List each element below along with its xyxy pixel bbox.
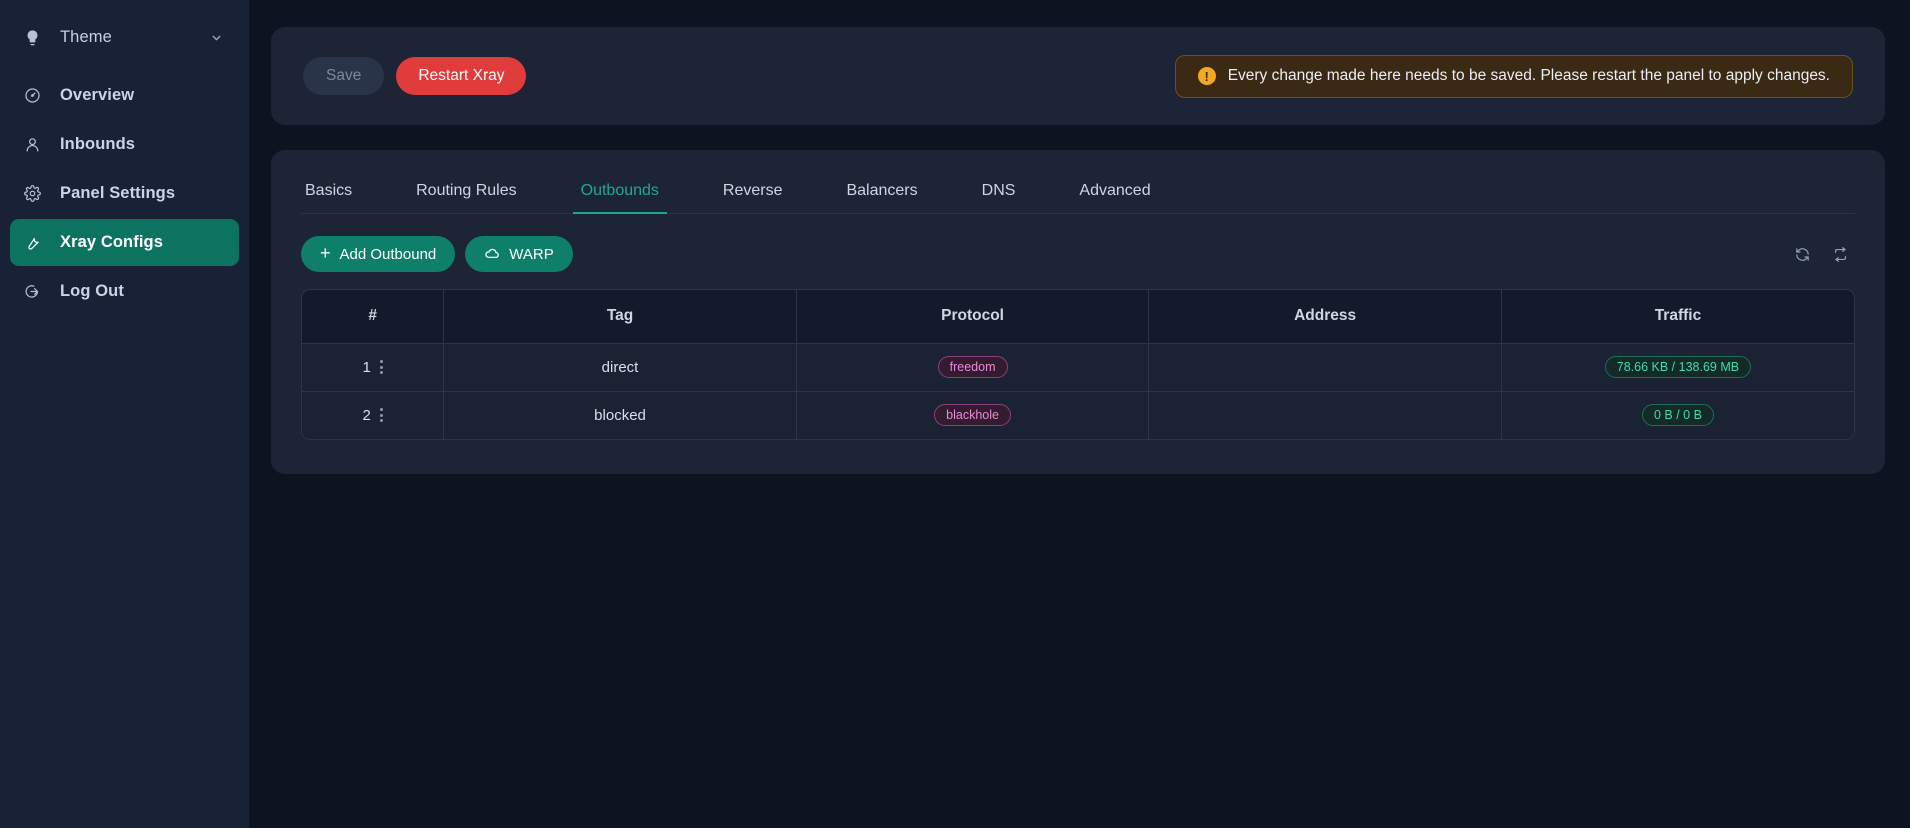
- gear-icon: [24, 185, 50, 202]
- alert-text: Every change made here needs to be saved…: [1227, 67, 1830, 84]
- sidebar-item-label: Overview: [60, 86, 135, 104]
- outbounds-action-row: + Add Outbound WARP: [301, 236, 1855, 272]
- sidebar-item-label: Inbounds: [60, 135, 136, 153]
- protocol-badge: freedom: [937, 356, 1008, 378]
- tab-dns[interactable]: DNS: [981, 182, 1016, 199]
- cell-traffic: 0 B / 0 B: [1501, 391, 1854, 439]
- user-icon: [24, 136, 50, 153]
- warning-icon: !: [1197, 67, 1216, 85]
- repeat-icon[interactable]: [1829, 243, 1851, 265]
- config-tabs: Basics Routing Rules Outbounds Reverse B…: [301, 172, 1855, 214]
- toolbar-card: Save Restart Xray ! Every change made he…: [271, 27, 1885, 125]
- outbounds-tool-icons: [1791, 243, 1855, 265]
- sidebar-item-label: Panel Settings: [60, 184, 176, 202]
- column-header-number: #: [302, 290, 445, 344]
- cell-number: 1: [302, 343, 445, 392]
- restart-xray-button[interactable]: Restart Xray: [396, 57, 527, 95]
- tab-basics[interactable]: Basics: [305, 182, 353, 199]
- cell-traffic: 78.66 KB / 138.69 MB: [1501, 343, 1854, 392]
- column-header-traffic: Traffic: [1501, 290, 1854, 344]
- sidebar-item-log-out[interactable]: Log Out: [10, 268, 239, 315]
- protocol-badge: blackhole: [934, 404, 1011, 427]
- sidebar-item-overview[interactable]: Overview: [10, 72, 239, 119]
- tab-outbounds[interactable]: Outbounds: [572, 172, 668, 214]
- lightbulb-icon: [24, 29, 50, 46]
- cell-address: [1148, 391, 1502, 439]
- xray-config-card: Basics Routing Rules Outbounds Reverse B…: [271, 150, 1885, 474]
- row-index: 2: [362, 406, 371, 424]
- warp-button[interactable]: WARP: [465, 236, 573, 272]
- column-header-protocol: Protocol: [796, 290, 1150, 344]
- sidebar-item-panel-settings[interactable]: Panel Settings: [10, 170, 239, 217]
- outbounds-table-container: # Tag Protocol Address Traffic 1: [301, 289, 1855, 440]
- cell-address: [1148, 343, 1502, 392]
- toolbar-buttons: Save Restart Xray: [303, 57, 527, 95]
- sidebar-item-theme[interactable]: Theme: [10, 14, 239, 61]
- sidebar-item-inbounds[interactable]: Inbounds: [10, 121, 239, 168]
- refresh-icon[interactable]: [1791, 243, 1813, 265]
- table-header: # Tag Protocol Address Traffic: [302, 290, 1854, 344]
- sidebar-item-label: Theme: [60, 28, 112, 46]
- cloud-icon: [484, 246, 500, 262]
- column-header-address: Address: [1148, 290, 1502, 344]
- add-outbound-label: Add Outbound: [339, 245, 437, 263]
- add-outbound-button[interactable]: + Add Outbound: [301, 236, 456, 272]
- save-button[interactable]: Save: [303, 57, 385, 95]
- gauge-icon: [24, 87, 50, 104]
- table-row[interactable]: 2 blocked blackhole 0 B / 0 B: [302, 391, 1854, 439]
- tab-advanced[interactable]: Advanced: [1079, 182, 1151, 199]
- cell-tag: blocked: [443, 391, 797, 439]
- column-header-tag: Tag: [443, 290, 797, 344]
- logout-icon: [24, 283, 50, 300]
- sidebar: Theme Overview Inbounds: [0, 0, 249, 828]
- tab-routing-rules[interactable]: Routing Rules: [416, 182, 517, 199]
- outbounds-action-buttons: + Add Outbound WARP: [301, 236, 573, 272]
- plus-icon: +: [320, 243, 331, 263]
- cell-protocol: freedom: [796, 343, 1150, 392]
- table-body: 1 direct freedom 78.66 KB / 138.69 MB: [302, 343, 1854, 439]
- sidebar-item-label: Xray Configs: [60, 233, 163, 251]
- warp-label: WARP: [509, 245, 554, 263]
- wrench-icon: [24, 234, 50, 251]
- row-menu-icon[interactable]: [379, 408, 383, 423]
- cell-tag: direct: [443, 343, 797, 392]
- cell-protocol: blackhole: [796, 391, 1150, 439]
- sidebar-item-label: Log Out: [60, 282, 124, 300]
- tab-balancers[interactable]: Balancers: [846, 182, 918, 199]
- chevron-down-icon[interactable]: [210, 31, 223, 44]
- cell-number: 2: [302, 391, 445, 439]
- save-warning-alert: ! Every change made here needs to be sav…: [1174, 54, 1853, 98]
- table-row[interactable]: 1 direct freedom 78.66 KB / 138.69 MB: [302, 343, 1854, 392]
- tab-reverse[interactable]: Reverse: [722, 182, 783, 199]
- main-content: Save Restart Xray ! Every change made he…: [249, 0, 1910, 828]
- outbounds-table: # Tag Protocol Address Traffic 1: [302, 290, 1854, 439]
- traffic-badge: 78.66 KB / 138.69 MB: [1604, 356, 1752, 378]
- row-menu-icon[interactable]: [379, 360, 383, 374]
- row-index: 1: [362, 358, 371, 376]
- traffic-badge: 0 B / 0 B: [1641, 404, 1714, 427]
- table-header-row: # Tag Protocol Address Traffic: [302, 290, 1854, 344]
- sidebar-item-xray-configs[interactable]: Xray Configs: [10, 219, 239, 266]
